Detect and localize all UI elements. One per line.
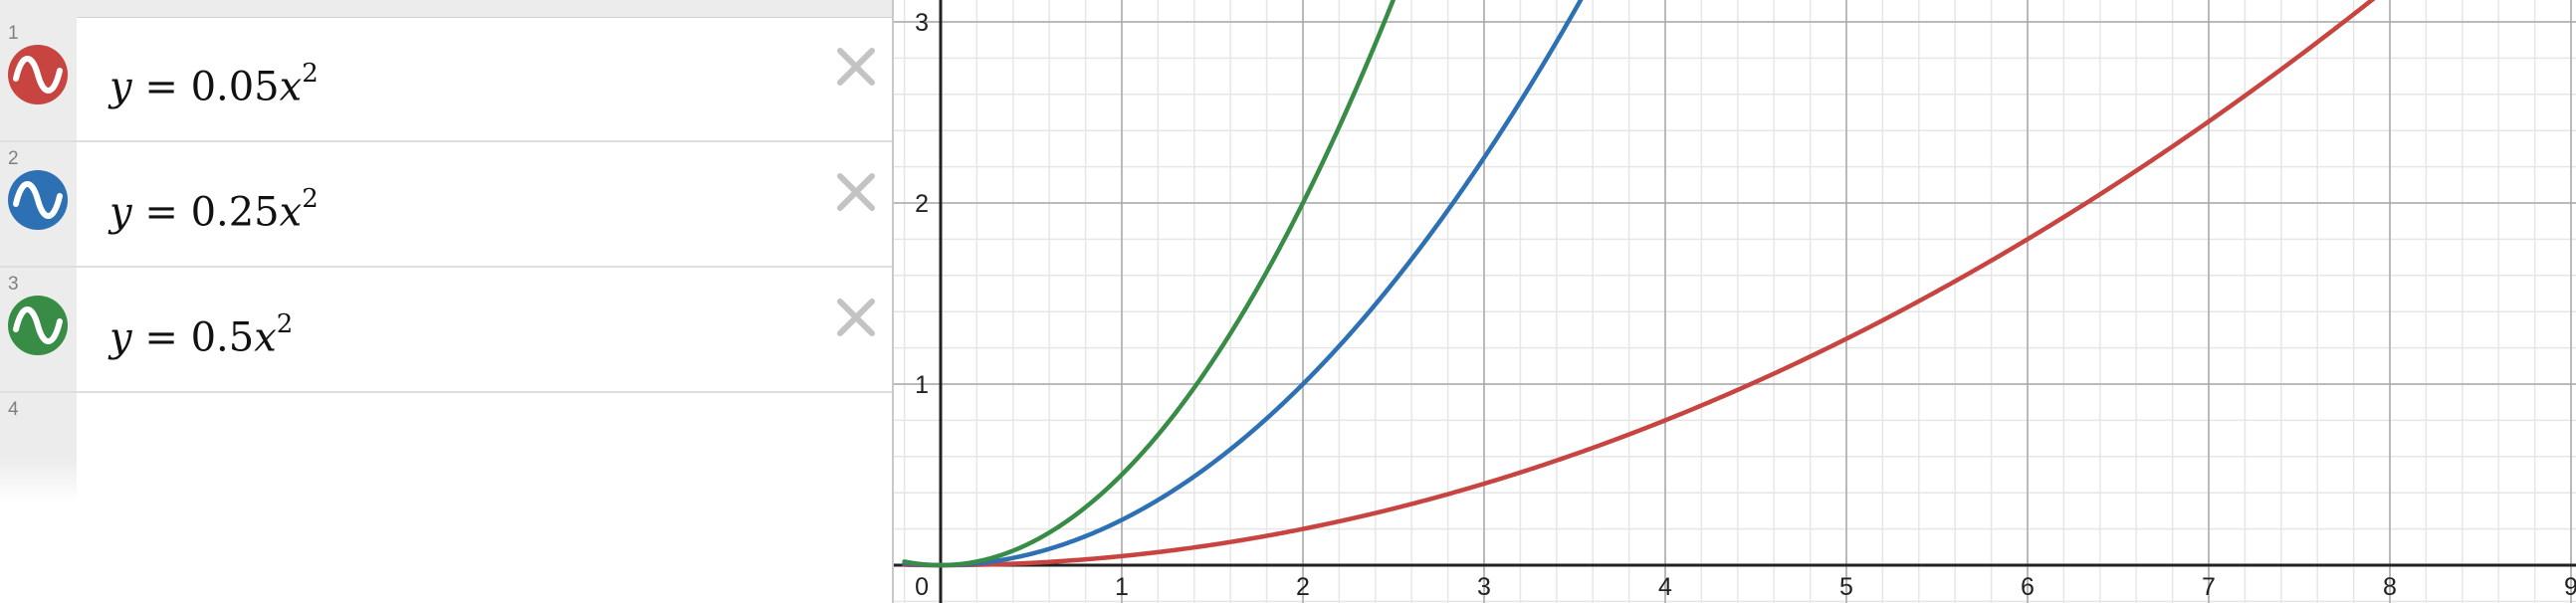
expression-lhs: y bbox=[109, 189, 132, 236]
close-icon[interactable] bbox=[834, 296, 878, 339]
expression-row[interactable]: 3 y = 0.5x2 bbox=[0, 268, 892, 393]
expression-row[interactable]: 1 y = 0.05x2 bbox=[0, 17, 892, 142]
expression-coefficient: 0.5 bbox=[190, 314, 255, 361]
expression-exponent: 2 bbox=[302, 184, 319, 214]
row-gutter: 3 bbox=[0, 268, 77, 391]
expression-input[interactable]: y = 0.25x2 bbox=[109, 184, 319, 236]
expression-variable: x bbox=[254, 314, 277, 361]
x-tick-label: 2 bbox=[1296, 573, 1310, 601]
expression-input[interactable]: y = 0.5x2 bbox=[109, 309, 294, 361]
axes bbox=[894, 0, 2576, 603]
row-number: 4 bbox=[8, 399, 19, 420]
x-tick-label: 5 bbox=[1839, 573, 1853, 601]
x-tick-label: 1 bbox=[1115, 573, 1129, 601]
close-icon[interactable] bbox=[834, 170, 878, 214]
x-tick-label: 3 bbox=[1477, 573, 1491, 601]
expression-coefficient: 0.05 bbox=[190, 64, 280, 110]
expression-row[interactable]: 2 y = 0.25x2 bbox=[0, 142, 892, 268]
x-tick-label: 8 bbox=[2383, 573, 2397, 601]
major-gridlines bbox=[894, 0, 2576, 603]
row-number: 1 bbox=[8, 23, 19, 44]
x-tick-label: 7 bbox=[2202, 573, 2216, 601]
row-gutter: 4 bbox=[0, 393, 77, 502]
curve-series-2 bbox=[902, 0, 1584, 568]
x-tick-label: 0 bbox=[915, 573, 929, 601]
expression-exponent: 2 bbox=[302, 59, 319, 89]
expression-list: 1 y = 0.05x2 2 y = 0.25x2 bbox=[0, 0, 894, 603]
expression-variable: x bbox=[279, 64, 303, 110]
curves bbox=[902, 0, 2376, 568]
expression-list-header bbox=[0, 0, 892, 18]
expression-exponent: 2 bbox=[276, 309, 294, 339]
y-tick-label: 3 bbox=[915, 9, 929, 37]
curve-icon[interactable] bbox=[8, 170, 68, 230]
curve-icon[interactable] bbox=[8, 45, 68, 104]
curve-icon[interactable] bbox=[8, 296, 68, 355]
expression-lhs: y bbox=[109, 64, 132, 110]
row-gutter: 1 bbox=[0, 17, 77, 140]
y-tick-label: 2 bbox=[915, 190, 929, 218]
x-tick-label: 4 bbox=[1658, 573, 1672, 601]
expression-coefficient: 0.25 bbox=[190, 189, 280, 236]
row-gutter: 2 bbox=[0, 142, 77, 266]
x-tick-label: 9 bbox=[2564, 573, 2576, 601]
tick-labels: 0 1 2 3 4 5 6 7 8 9 1 2 3 bbox=[915, 9, 2576, 601]
curve-series-1 bbox=[902, 0, 2376, 568]
curve-series-3 bbox=[902, 0, 1396, 568]
y-tick-label: 1 bbox=[915, 371, 929, 399]
expression-lhs: y bbox=[109, 314, 132, 361]
close-icon[interactable] bbox=[834, 45, 878, 89]
minor-gridlines bbox=[894, 0, 2576, 603]
row-number: 2 bbox=[8, 148, 19, 169]
expression-variable: x bbox=[279, 189, 303, 236]
graph-canvas[interactable]: 0 1 2 3 4 5 6 7 8 9 1 2 3 bbox=[894, 0, 2576, 603]
x-tick-label: 6 bbox=[2021, 573, 2035, 601]
empty-expression-row[interactable]: 4 bbox=[0, 393, 892, 603]
expression-input[interactable]: y = 0.05x2 bbox=[109, 59, 319, 110]
row-number: 3 bbox=[8, 274, 19, 295]
